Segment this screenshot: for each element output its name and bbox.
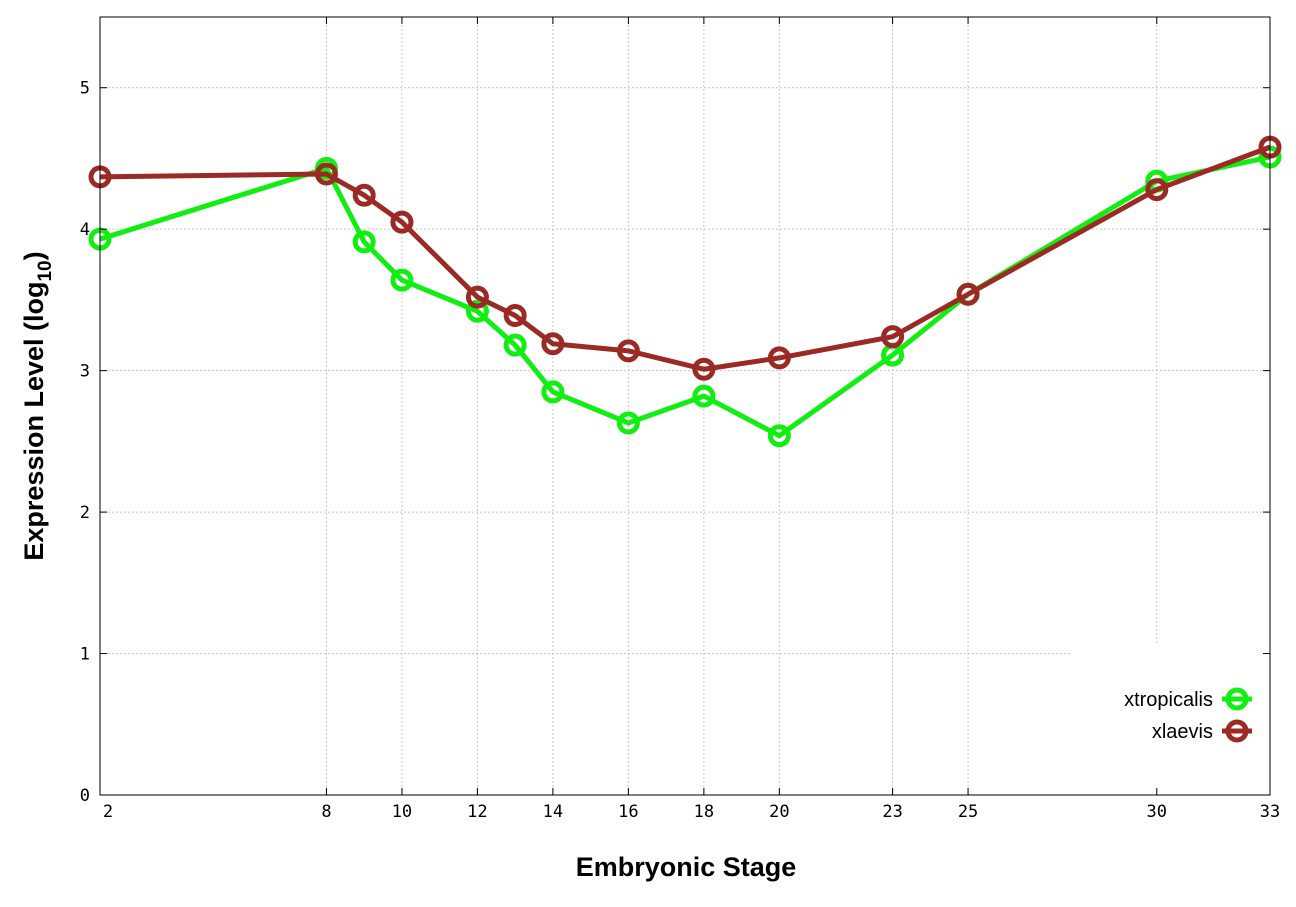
x-tick-label: 23 [882,802,902,822]
data-point-xtropicalis [390,268,414,292]
x-axis-label: Embryonic Stage [576,852,797,882]
data-point-xlaevis [390,210,414,234]
x-tick-label: 10 [392,802,412,822]
series-line-xlaevis [99,144,1271,372]
data-point-xtropicalis [767,424,791,448]
y-tick-label: 2 [80,503,90,523]
legend-label-xlaevis: xlaevis [1152,721,1213,743]
y-axis-label: Expression Level (log10) [19,251,56,560]
x-tick-label: 16 [618,802,638,822]
legend-marker-xtropicalis [1225,687,1249,711]
data-point-xlaevis [314,162,338,186]
data-point-xlaevis [503,303,527,327]
data-point-xlaevis [692,357,716,381]
data-point-xtropicalis [503,333,527,357]
legend: xtropicalis xlaevis [1124,687,1252,743]
data-point-xlaevis [616,339,640,363]
plot-frame [99,16,1271,796]
x-tick-label: 18 [694,802,714,822]
data-point-xtropicalis [616,411,640,435]
data-point-xlaevis [1145,178,1169,202]
data-point-xlaevis [881,325,905,349]
legend-background [1072,643,1268,793]
data-point-xtropicalis [465,299,489,323]
data-point-xlaevis [767,346,791,370]
data-point-xlaevis [465,285,489,309]
x-tick-label: 8 [321,802,331,822]
x-tick-label: 12 [467,802,487,822]
legend-label-xtropicalis: xtropicalis [1124,689,1213,711]
y-tick-label: 3 [80,362,90,382]
data-point-xtropicalis [692,384,716,408]
x-tick-label: 30 [1147,802,1167,822]
data-point-xlaevis [352,183,376,207]
data-point-xtropicalis [541,380,565,404]
y-tick-label: 4 [80,220,90,240]
x-tick-label: 33 [1260,802,1280,822]
y-tick-label: 5 [80,79,90,99]
x-tick-label: 20 [769,802,789,822]
y-tick-label: 1 [80,645,90,665]
data-point-xlaevis [956,282,980,306]
series-group [88,135,1282,448]
x-tick-label: 14 [543,802,563,822]
y-tick-label: 0 [80,786,90,806]
series-line-xtropicalis [99,154,1271,439]
data-point-xlaevis [541,332,565,356]
data-point-xtropicalis [352,230,376,254]
legend-marker-xlaevis [1225,719,1249,743]
x-tick-label: 2 [103,802,113,822]
x-tick-label: 25 [958,802,978,822]
